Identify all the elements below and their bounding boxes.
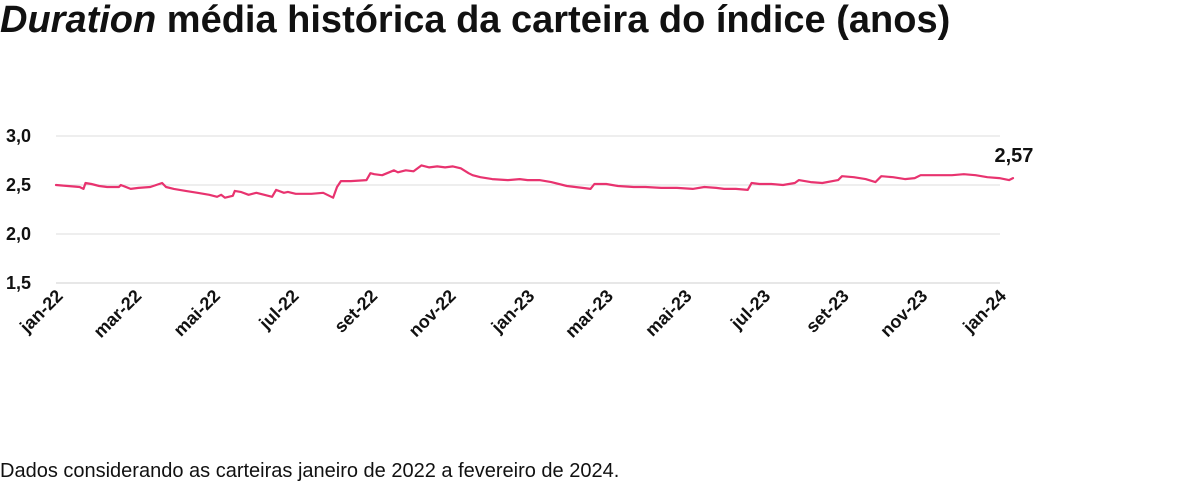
chart-title: Duration média histórica da carteira do … — [0, 0, 950, 40]
x-axis: jan-22 mar-22 mai-22 jul-22 set-22 nov-22 jan-… — [15, 286, 1010, 342]
y-axis: 3,0 2,5 2,0 1,5 — [6, 126, 31, 293]
annotations: 2,57 — [994, 145, 1033, 167]
x-tick-label: nov-23 — [876, 286, 931, 341]
x-tick-label: mai-22 — [170, 286, 224, 340]
series-line — [54, 164, 1015, 199]
x-tick-label: jan-24 — [958, 286, 1010, 338]
x-tick-label: jan-23 — [487, 286, 539, 338]
x-tick-label: mar-22 — [90, 286, 146, 342]
x-tick-label: mai-23 — [641, 286, 695, 340]
y-tick-label: 2,0 — [6, 224, 31, 244]
x-tick-label: jan-22 — [15, 286, 67, 338]
x-tick-label: set-22 — [330, 286, 381, 337]
footnote: Dados considerando as carteiras janeiro … — [0, 460, 620, 482]
chart-title-rest: média histórica da carteira do índice (a… — [156, 0, 951, 41]
x-tick-label: jul-22 — [255, 286, 303, 334]
x-tick-label: jul-23 — [726, 286, 774, 334]
series-layer — [54, 164, 1015, 199]
x-tick-label: nov-22 — [405, 286, 460, 341]
x-tick-label: mar-23 — [561, 286, 617, 342]
line-chart: 3,0 2,5 2,0 1,5 jan-22 mar-22 mai-22 jul-22 set… — [6, 126, 1033, 342]
y-tick-label: 1,5 — [6, 273, 31, 293]
x-tick-label: set-23 — [802, 286, 853, 337]
y-tick-label: 3,0 — [6, 126, 31, 146]
grid — [56, 135, 1000, 284]
chart-title-em: Duration — [0, 0, 157, 41]
y-tick-label: 2,5 — [6, 175, 31, 195]
last-value-label: 2,57 — [994, 145, 1033, 167]
